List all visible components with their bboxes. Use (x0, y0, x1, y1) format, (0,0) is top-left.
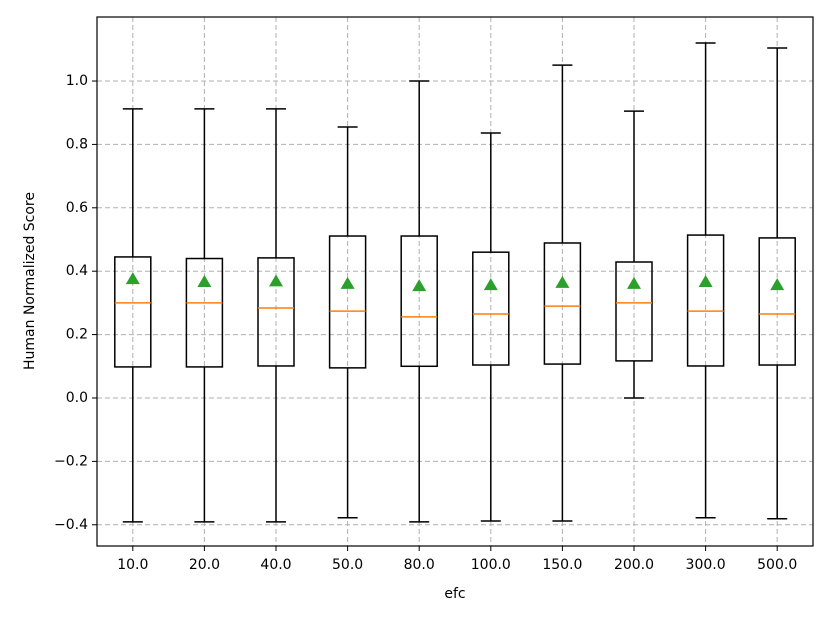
y-tick-label: 1.0 (66, 73, 88, 89)
x-axis-label: efc (444, 586, 465, 602)
y-tick-label: 0.2 (66, 327, 88, 343)
box (758, 237, 796, 366)
y-tick-label: −0.4 (54, 517, 88, 533)
y-tick-label: 0.8 (66, 136, 88, 152)
x-tick-label: 20.0 (189, 557, 220, 573)
mean-marker (197, 274, 212, 287)
mean-marker (698, 274, 713, 287)
y-tick-label: 0.0 (66, 390, 88, 406)
mean-marker (555, 275, 570, 288)
box (257, 257, 295, 367)
x-tick-label: 40.0 (260, 557, 291, 573)
mean-marker (269, 274, 283, 287)
box (472, 251, 510, 366)
y-axis-label: Human Normalized Score (22, 192, 38, 370)
box (686, 234, 725, 367)
x-tick-label: 50.0 (332, 557, 363, 573)
x-tick-label: 80.0 (404, 557, 435, 573)
mean-marker (412, 279, 427, 292)
x-tick-label: 500.0 (757, 557, 797, 573)
x-tick-label: 10.0 (117, 557, 148, 573)
box (328, 235, 367, 369)
box (185, 257, 224, 368)
mean-marker (770, 278, 785, 291)
mean-marker (627, 276, 641, 289)
x-tick-label: 200.0 (614, 557, 654, 573)
mean-marker (483, 278, 498, 291)
x-tick-label: 100.0 (471, 557, 511, 573)
mean-marker (340, 276, 355, 289)
box (114, 256, 152, 368)
y-tick-label: 0.6 (66, 200, 88, 216)
x-tick-label: 300.0 (686, 557, 726, 573)
x-tick-label: 150.0 (542, 557, 582, 573)
y-tick-label: −0.2 (54, 453, 88, 469)
mean-marker (125, 272, 140, 285)
box (543, 242, 582, 365)
box (400, 235, 438, 368)
box (615, 261, 653, 362)
plot-frame (96, 16, 814, 547)
y-tick-label: 0.4 (66, 263, 88, 279)
